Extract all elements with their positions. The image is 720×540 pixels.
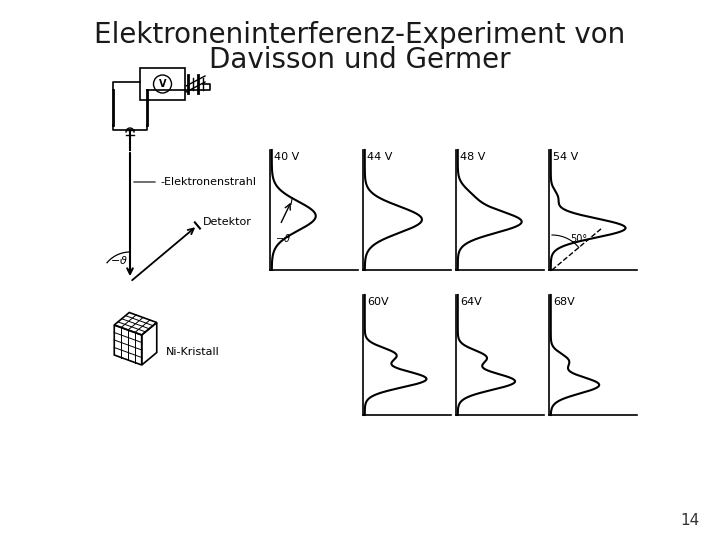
Text: Detektor: Detektor — [202, 218, 251, 227]
Text: 50°: 50° — [570, 234, 587, 244]
Text: 64V: 64V — [460, 297, 482, 307]
Text: 68V: 68V — [553, 297, 575, 307]
Text: 54 V: 54 V — [553, 152, 578, 162]
Text: 48 V: 48 V — [460, 152, 485, 162]
Bar — [140, 68, 185, 100]
Text: Elektroneninterferenz-Experiment von: Elektroneninterferenz-Experiment von — [94, 21, 626, 49]
Text: V: V — [158, 79, 166, 89]
Text: 14: 14 — [680, 513, 700, 528]
Text: Davisson und Germer: Davisson und Germer — [210, 46, 510, 74]
Text: $-\vartheta$: $-\vartheta$ — [275, 232, 291, 244]
Text: Ni-Kristall: Ni-Kristall — [166, 347, 220, 357]
Text: I: I — [290, 197, 293, 207]
Text: $-\vartheta$: $-\vartheta$ — [110, 254, 128, 266]
Text: -Elektronenstrahl: -Elektronenstrahl — [160, 177, 256, 187]
Text: 44 V: 44 V — [367, 152, 392, 162]
Circle shape — [153, 75, 171, 93]
Text: 40 V: 40 V — [274, 152, 300, 162]
Text: 60V: 60V — [367, 297, 389, 307]
